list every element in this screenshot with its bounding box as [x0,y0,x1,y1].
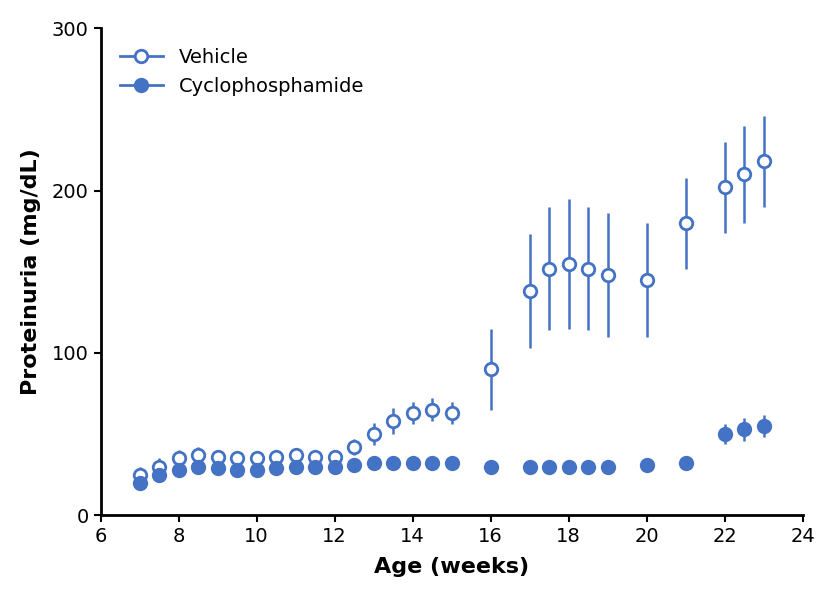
X-axis label: Age (weeks): Age (weeks) [375,557,529,577]
Legend: Vehicle, Cyclophosphamide: Vehicle, Cyclophosphamide [110,38,374,105]
Y-axis label: Proteinuria (mg/dL): Proteinuria (mg/dL) [21,148,41,395]
